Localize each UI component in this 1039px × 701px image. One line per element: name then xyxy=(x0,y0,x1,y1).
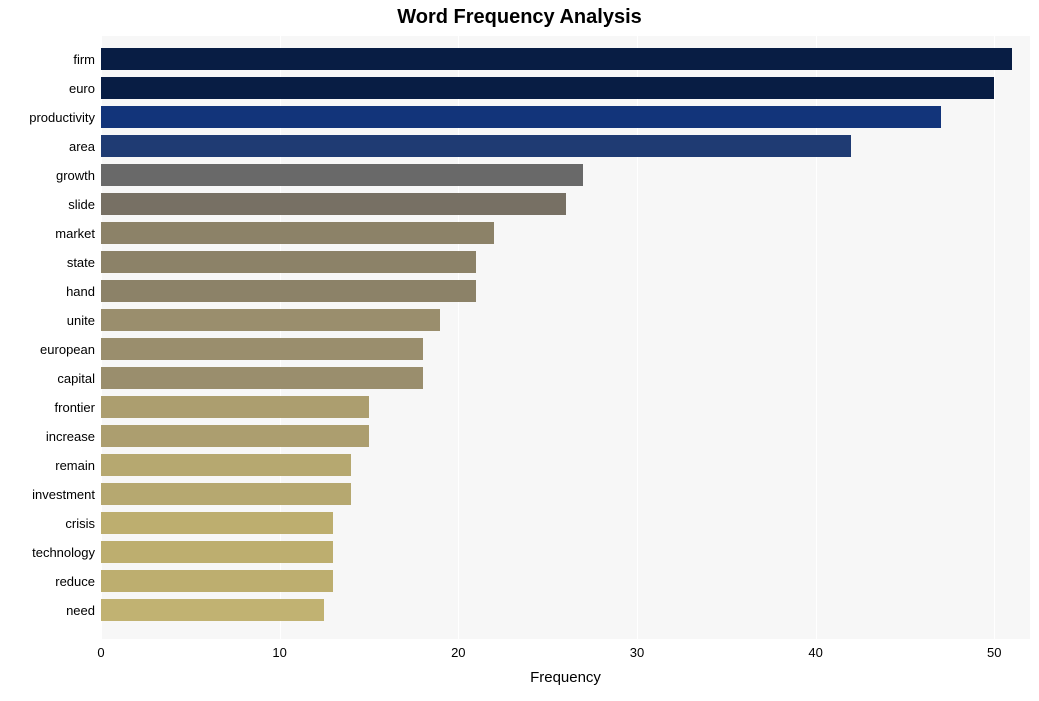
bar xyxy=(101,309,440,331)
x-tick-label: 10 xyxy=(260,645,300,660)
x-tick-label: 20 xyxy=(438,645,478,660)
x-axis-title: Frequency xyxy=(101,669,1030,686)
y-tick-label: frontier xyxy=(55,400,95,415)
bar xyxy=(101,251,476,273)
y-tick-label: crisis xyxy=(65,516,95,531)
bar xyxy=(101,193,566,215)
y-tick-label: european xyxy=(40,342,95,357)
chart-container: Word Frequency Analysis Frequency 0 10 20 3… xyxy=(0,0,1039,701)
y-tick-label: market xyxy=(55,226,95,241)
y-tick-label: reduce xyxy=(55,574,95,589)
bar xyxy=(101,367,423,389)
bar xyxy=(101,425,369,447)
bar xyxy=(101,483,351,505)
grid-line xyxy=(994,36,995,639)
x-tick-label: 50 xyxy=(974,645,1014,660)
bar xyxy=(101,599,324,621)
x-tick-label: 40 xyxy=(796,645,836,660)
y-tick-label: capital xyxy=(57,371,95,386)
y-tick-label: unite xyxy=(67,313,95,328)
y-tick-label: technology xyxy=(32,545,95,560)
y-tick-label: euro xyxy=(69,81,95,96)
chart-title: Word Frequency Analysis xyxy=(0,6,1039,29)
x-tick-label: 0 xyxy=(81,645,121,660)
bar xyxy=(101,570,333,592)
bar xyxy=(101,164,583,186)
y-tick-label: productivity xyxy=(29,110,95,125)
bar xyxy=(101,541,333,563)
bar xyxy=(101,454,351,476)
bar xyxy=(101,77,994,99)
bar xyxy=(101,106,941,128)
y-tick-label: remain xyxy=(55,458,95,473)
y-tick-label: investment xyxy=(32,487,95,502)
bar xyxy=(101,135,851,157)
y-tick-label: need xyxy=(66,603,95,618)
y-tick-label: area xyxy=(69,139,95,154)
y-tick-label: slide xyxy=(68,197,95,212)
bar xyxy=(101,48,1012,70)
bar xyxy=(101,396,369,418)
y-tick-label: increase xyxy=(46,429,95,444)
bar xyxy=(101,512,333,534)
y-tick-label: growth xyxy=(56,168,95,183)
bar xyxy=(101,280,476,302)
x-tick-label: 30 xyxy=(617,645,657,660)
bar xyxy=(101,222,494,244)
plot-area xyxy=(101,36,1030,639)
bar xyxy=(101,338,423,360)
y-tick-label: state xyxy=(67,255,95,270)
y-tick-label: firm xyxy=(73,52,95,67)
y-tick-label: hand xyxy=(66,284,95,299)
